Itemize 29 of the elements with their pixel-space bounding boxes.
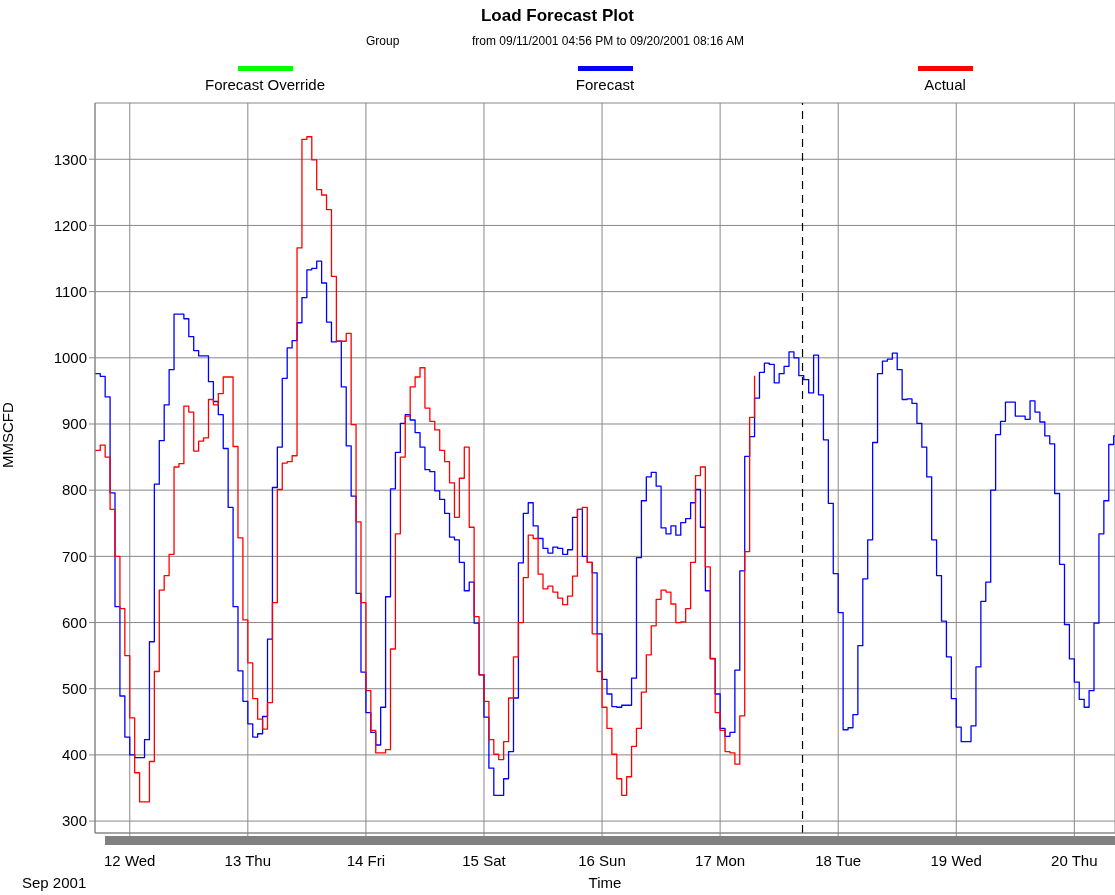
text: Sep 2001 [22, 874, 87, 891]
y-tick-label: 600 [61, 613, 87, 631]
y-tick-label: 800 [61, 481, 87, 499]
legend-label: Forecast [575, 76, 635, 93]
y-tick-label: 400 [61, 746, 87, 764]
x-tick-label: 16 Sun [578, 851, 626, 869]
x-tick-label: 17 Mon [695, 851, 746, 869]
chart-subtitle: from 09/11/2001 04:56 PM to 09/20/2001 08:16 AM [472, 34, 744, 48]
y-tick-label: 900 [61, 415, 87, 433]
x-tick-label: 13 Thu [224, 851, 272, 869]
x-tick-label: 19 Wed [930, 851, 982, 869]
legend-label: Actual [924, 76, 966, 93]
legend-label: Forecast Override [204, 76, 326, 93]
x-tick-label: 12 Wed [104, 851, 156, 869]
y-tick-label: 1300 [53, 150, 87, 168]
y-axis-title: MMSCFD [0, 402, 17, 468]
chart-title: Load Forecast Plot [480, 6, 635, 26]
x-tick-label: 14 Fri [346, 851, 386, 869]
y-tick-label: 1200 [53, 216, 87, 234]
y-tick-label: 700 [61, 547, 87, 565]
x-tick-label: 18 Tue [815, 851, 862, 869]
y-tick-label: 1000 [53, 349, 87, 367]
x-tick-label: 15 Sat [462, 851, 507, 869]
y-tick-label: 1100 [54, 282, 87, 300]
x-tick-label: 20 Thu [1051, 851, 1098, 869]
text: Group [366, 34, 400, 48]
y-tick-label: 500 [61, 680, 87, 698]
x-axis-title: Time [587, 874, 623, 891]
y-tick-label: 300 [61, 812, 87, 830]
